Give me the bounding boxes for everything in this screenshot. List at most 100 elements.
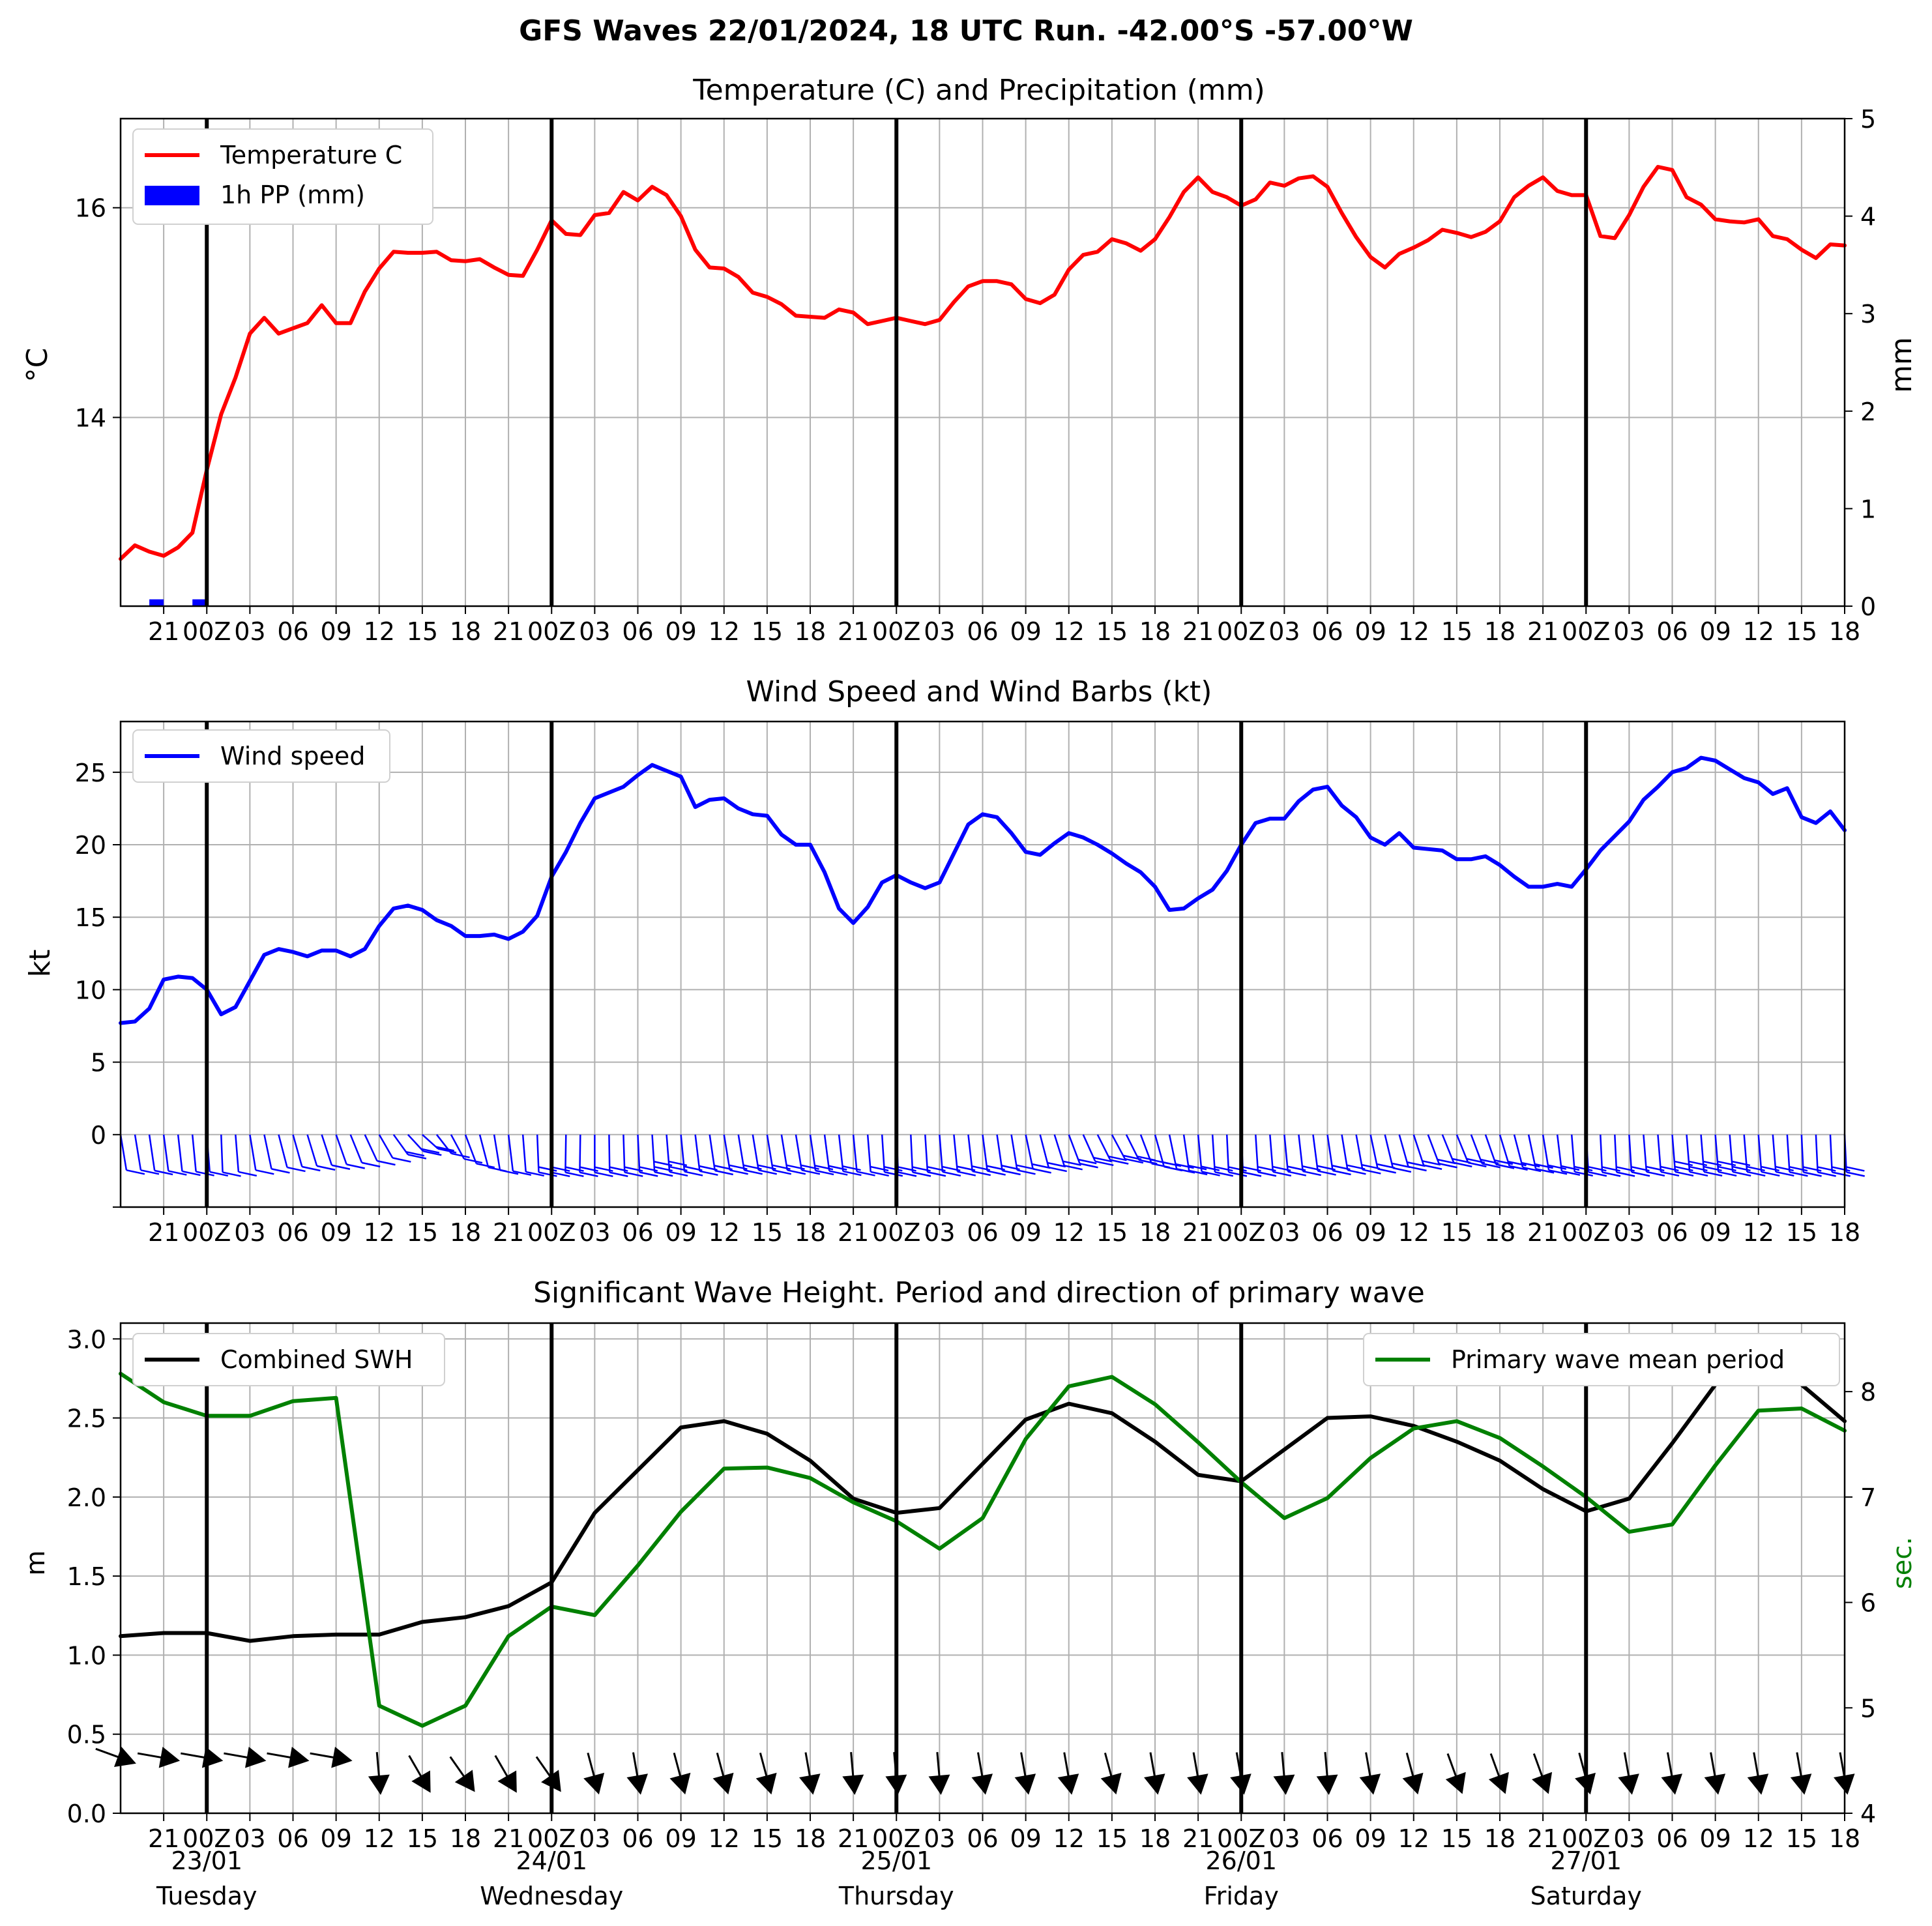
wind-barb [1786, 1134, 1791, 1173]
legend-precip-swatch [145, 186, 199, 205]
wind-barb [838, 1134, 844, 1172]
x-tick-label: 21 [493, 1218, 524, 1247]
x-tick-label: 03 [234, 1218, 265, 1247]
wind-barb-feather [1588, 1171, 1607, 1177]
legend-period-label: Primary wave mean period [1451, 1345, 1785, 1374]
wind-barb [349, 1134, 363, 1163]
wind-barb-feather [525, 1171, 544, 1177]
wind-barb [1369, 1134, 1379, 1169]
x-tick-label: 18 [1829, 617, 1860, 646]
wind-barb-feather [1377, 1168, 1396, 1174]
wind-barb [464, 1134, 477, 1164]
x-tick-label: 18 [450, 1824, 481, 1853]
x-tick-label: 03 [1613, 1824, 1645, 1853]
wave-arrow-head [331, 1747, 353, 1768]
wind-barb-feather [1548, 1169, 1568, 1175]
wind-barb-feather [126, 1169, 145, 1175]
wind-barb-feather [1631, 1171, 1650, 1177]
wind-barb [723, 1134, 731, 1171]
wave-arrow-head [245, 1747, 267, 1768]
wind-barb [1125, 1134, 1140, 1161]
x-tick-label: 15 [1786, 1218, 1817, 1247]
wind-barb [148, 1134, 156, 1171]
y-tick-label: 3.0 [67, 1325, 106, 1354]
wind-barb-feather [1214, 1165, 1233, 1172]
wind-barb [1096, 1134, 1111, 1161]
day-weekday-label: Wednesday [480, 1882, 623, 1910]
x-tick-label: 21 [838, 1218, 869, 1247]
wave-arrow-head [799, 1773, 821, 1795]
y-tick-label: 2.0 [67, 1483, 106, 1512]
wind-barb-feather [1846, 1166, 1865, 1172]
wind-barb [766, 1134, 774, 1171]
wind-barb [1527, 1134, 1537, 1169]
wind-barb-feather [1109, 1159, 1129, 1165]
wind-barb-feather [1522, 1166, 1542, 1173]
x-tick-label: 12 [709, 1218, 740, 1247]
wind-barb-feather [154, 1169, 173, 1176]
x-tick-label: 21 [493, 617, 524, 646]
x-tick-label: 09 [1010, 617, 1041, 646]
wind-barb-feather [972, 1170, 991, 1176]
wind-barb-feather [435, 1146, 454, 1152]
x-tick-label: 12 [364, 1218, 395, 1247]
wind-barb [622, 1134, 626, 1173]
wave-arrow-head [1402, 1772, 1424, 1795]
wave-arrow-head [971, 1773, 993, 1795]
wind-barb-feather [594, 1171, 613, 1178]
wind-barb-feather [1746, 1171, 1766, 1177]
x-tick-label: 09 [320, 1824, 351, 1853]
wind-y-label: kt [23, 950, 57, 978]
x-tick-label: 00Z [1562, 1218, 1610, 1247]
wind-barb [1757, 1134, 1763, 1173]
wind-barb [521, 1134, 527, 1173]
wind-barb [407, 1133, 424, 1152]
x-tick-label: 21 [838, 617, 869, 646]
day-weekday-label: Friday [1204, 1882, 1279, 1910]
wind-barb-feather [1201, 1165, 1220, 1171]
wind-panel: Wind Speed and Wind Barbs (kt) 21 00Z 03 06… [23, 675, 1865, 1247]
wind-barb [1470, 1134, 1483, 1164]
wind-barb-feather [1077, 1158, 1097, 1165]
temperature-legend: Temperature C 1h PP (mm) [132, 128, 433, 225]
x-tick-label: 00Z [1562, 1824, 1610, 1853]
legend-precip-label: 1h PP (mm) [220, 181, 365, 209]
x-tick-label: 00Z [872, 1218, 920, 1247]
wave-arrow-head [288, 1747, 310, 1768]
x-tick-label: 12 [709, 617, 740, 646]
x-tick-label: 15 [1096, 1824, 1128, 1853]
wind-barb-feather [1347, 1169, 1366, 1175]
wind-barb [881, 1134, 886, 1173]
wind-barb [924, 1134, 929, 1173]
temperature-y-ticks: 14 16 [75, 194, 121, 432]
temperature-x-ticks: 21 00Z 03 06 09 12 15 18 21 00Z 03 06 09 12 15 18 21 00Z 0… [148, 606, 1860, 646]
x-tick-label: 09 [320, 617, 351, 646]
wind-barb-feather [499, 1169, 519, 1175]
x-tick-label: 18 [1829, 1824, 1860, 1853]
wind-barb [1772, 1134, 1777, 1173]
y-tick-label: 2.5 [67, 1405, 106, 1433]
wind-barb-feather [1547, 1164, 1567, 1170]
wind-barb-feather [565, 1166, 584, 1172]
wind-barb-feather [609, 1171, 628, 1177]
wind-barb [1499, 1134, 1510, 1167]
wind-barb [1800, 1134, 1804, 1173]
wind-barb-feather [758, 1169, 778, 1175]
wind-barb-feather [856, 1171, 875, 1176]
wind-barb [1657, 1134, 1662, 1173]
x-tick-label: 00Z [527, 617, 576, 646]
wind-barb [1197, 1134, 1203, 1172]
wind-barb-feather [1732, 1171, 1751, 1177]
wind-barb-feather [476, 1163, 495, 1169]
wind-barb [1211, 1134, 1216, 1173]
period-legend-box [1363, 1333, 1840, 1386]
wave-arrow-head [158, 1747, 181, 1768]
swh-legend-box [132, 1333, 445, 1386]
wind-barb-feather [1257, 1171, 1277, 1177]
x-tick-label: 06 [1656, 1824, 1688, 1853]
wind-barb-feather [346, 1163, 365, 1169]
x-tick-label: 00Z [1217, 617, 1265, 646]
x-tick-label: 18 [795, 1218, 826, 1247]
wind-barb-feather [1846, 1171, 1865, 1177]
wind-barb-feather [565, 1171, 584, 1177]
